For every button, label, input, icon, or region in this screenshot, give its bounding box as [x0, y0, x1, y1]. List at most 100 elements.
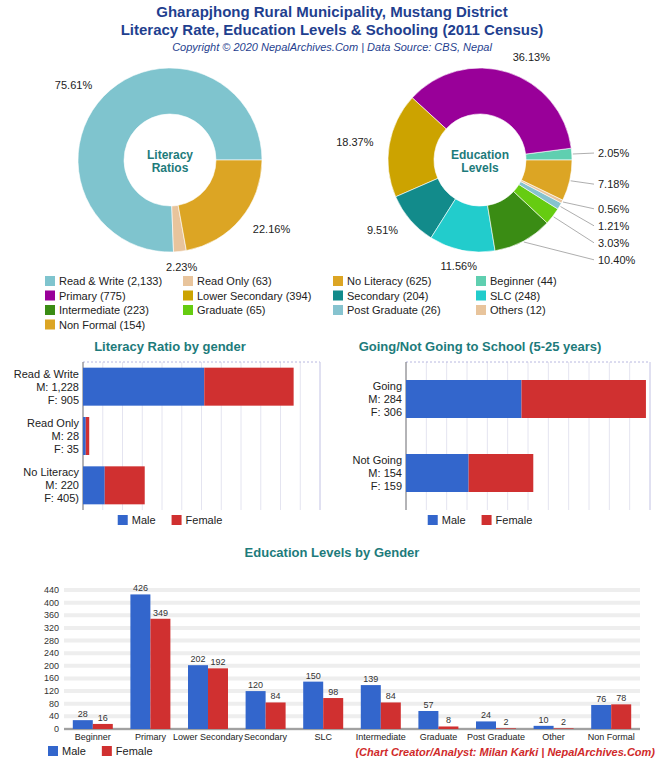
tick-label: 360	[44, 610, 59, 620]
data-label: 9.51%	[367, 224, 398, 236]
legend-label: Male	[442, 514, 466, 526]
tick-label: 80	[49, 699, 59, 709]
data-label: 2	[561, 717, 566, 727]
bar	[246, 691, 266, 729]
leader-line	[561, 207, 594, 226]
bar	[406, 454, 469, 492]
legend-swatch	[476, 276, 486, 286]
donut-title: LiteracyRatios	[147, 148, 193, 175]
bar	[476, 721, 496, 729]
page: Gharapjhong Rural Municipality, Mustang …	[0, 0, 664, 768]
bar	[86, 417, 89, 455]
category-label: Intermediate	[356, 732, 406, 742]
tick-label: 40	[49, 711, 59, 721]
bar	[93, 724, 113, 729]
leader-line	[573, 153, 594, 155]
bar	[73, 720, 93, 729]
credit: (Chart Creator/Analyst: Milan Karki | Ne…	[355, 746, 655, 758]
legend-swatch	[48, 746, 58, 756]
category-label: Beginner	[75, 732, 111, 742]
data-label: 78	[616, 693, 626, 703]
tick-label: 240	[44, 648, 59, 658]
legend-label: Primary (775)	[59, 290, 126, 302]
data-label: 0.56%	[598, 203, 629, 215]
bar	[591, 705, 611, 729]
data-label: 192	[210, 657, 225, 667]
category-label: Post Graduate	[467, 732, 525, 742]
legend: Read & Write (2,133)Read Only (63)No Lit…	[45, 275, 557, 331]
tick-label: 320	[44, 623, 59, 633]
legend-label: Non Formal (154)	[59, 319, 145, 331]
chart-title: Education Levels by Gender	[245, 545, 420, 560]
category-label: No LiteracyM: 220F: 405)	[23, 466, 79, 504]
data-label: 84	[386, 691, 396, 701]
bar	[406, 380, 521, 418]
data-label: 8	[446, 715, 451, 725]
category-label: Primary	[135, 732, 166, 742]
bar	[521, 380, 645, 418]
plot-frame	[320, 362, 321, 510]
data-label: 1.21%	[598, 220, 629, 232]
donut-chart: EducationLevels2.05%36.13%18.37%9.51%11.…	[336, 51, 635, 272]
data-label: 10	[539, 715, 549, 725]
legend-swatch	[45, 305, 55, 315]
bar	[204, 368, 293, 406]
legend-swatch	[172, 515, 182, 525]
slice	[178, 160, 262, 251]
data-label: 75.61%	[55, 79, 93, 91]
bar	[361, 685, 381, 729]
data-label: 24	[481, 710, 491, 720]
legend-label: Others (12)	[490, 304, 546, 316]
data-label: 11.56%	[440, 260, 477, 272]
legend-swatch	[102, 746, 112, 756]
bar	[611, 704, 631, 729]
bar	[418, 711, 438, 729]
tick-label: 400	[44, 598, 59, 608]
category-label: Non Formal	[588, 732, 635, 742]
tick-label: 0	[54, 724, 59, 734]
bar	[554, 728, 574, 729]
data-label: 76	[596, 694, 606, 704]
legend-label: Read & Write (2,133)	[59, 275, 162, 287]
bar	[150, 619, 170, 729]
bar	[83, 466, 105, 504]
data-label: 426	[133, 583, 148, 593]
legend-swatch	[476, 305, 486, 315]
legend-swatch	[482, 515, 492, 525]
grid-line	[64, 588, 640, 592]
bar	[208, 668, 228, 729]
category-label: SLC	[314, 732, 332, 742]
leader-line	[563, 202, 594, 209]
plot-frame	[406, 362, 650, 363]
category-label: Lower Secondary	[173, 732, 244, 742]
bars	[406, 380, 646, 492]
legend-label: Female	[116, 745, 153, 757]
leader-line	[524, 242, 594, 260]
leader-line	[571, 181, 594, 184]
bar	[323, 698, 343, 729]
bar	[381, 702, 401, 729]
chart-title: Going/Not Going to School (5-25 years)	[359, 339, 602, 354]
data-label: 57	[423, 700, 433, 710]
legend-swatch	[45, 276, 55, 286]
title: Gharapjhong Rural Municipality, Mustang …	[156, 3, 507, 20]
data-label: 10.40%	[598, 254, 636, 266]
data-label: 22.16%	[253, 223, 291, 235]
legend-label: Read Only (63)	[197, 275, 272, 287]
grid-line	[320, 362, 321, 510]
legend-swatch	[183, 276, 193, 286]
bar	[188, 665, 208, 729]
legend-swatch	[118, 515, 128, 525]
plot-frame	[83, 362, 320, 363]
data-label: 3.03%	[598, 237, 629, 249]
leader-line	[554, 217, 594, 243]
data-label: 84	[271, 691, 281, 701]
slice	[78, 68, 262, 252]
category-label: Other	[542, 732, 565, 742]
legend: MaleFemale	[48, 745, 153, 757]
bar	[469, 454, 534, 492]
grid-line	[650, 362, 651, 510]
bar	[534, 726, 554, 729]
data-label: 139	[363, 674, 378, 684]
data-label: 120	[248, 680, 263, 690]
